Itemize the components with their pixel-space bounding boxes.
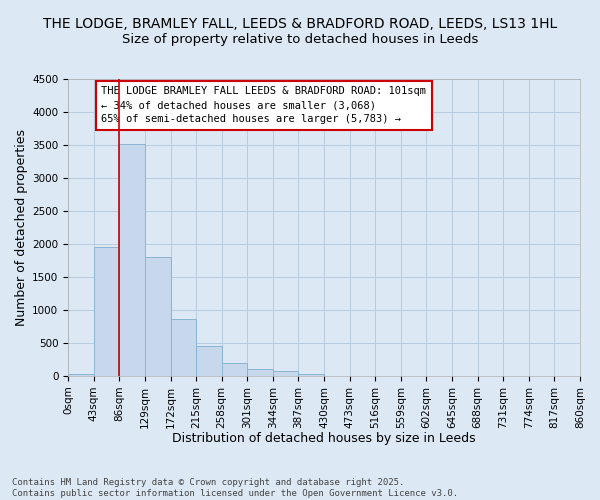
Text: Size of property relative to detached houses in Leeds: Size of property relative to detached ho… [122, 32, 478, 46]
Bar [170, 318, 196, 376]
Bar [196, 346, 221, 376]
Y-axis label: Number of detached properties: Number of detached properties [15, 129, 28, 326]
Bar [68, 374, 94, 376]
Text: THE LODGE, BRAMLEY FALL, LEEDS & BRADFORD ROAD, LEEDS, LS13 1HL: THE LODGE, BRAMLEY FALL, LEEDS & BRADFOR… [43, 18, 557, 32]
Text: Contains HM Land Registry data © Crown copyright and database right 2025.
Contai: Contains HM Land Registry data © Crown c… [12, 478, 458, 498]
Bar [298, 374, 324, 376]
X-axis label: Distribution of detached houses by size in Leeds: Distribution of detached houses by size … [172, 432, 476, 445]
Bar [247, 370, 273, 376]
Text: THE LODGE BRAMLEY FALL LEEDS & BRADFORD ROAD: 101sqm
← 34% of detached houses ar: THE LODGE BRAMLEY FALL LEEDS & BRADFORD … [101, 86, 427, 124]
Bar [221, 364, 247, 376]
Bar [145, 257, 170, 376]
Bar [119, 144, 145, 376]
Bar [273, 372, 298, 376]
Bar [94, 248, 119, 376]
